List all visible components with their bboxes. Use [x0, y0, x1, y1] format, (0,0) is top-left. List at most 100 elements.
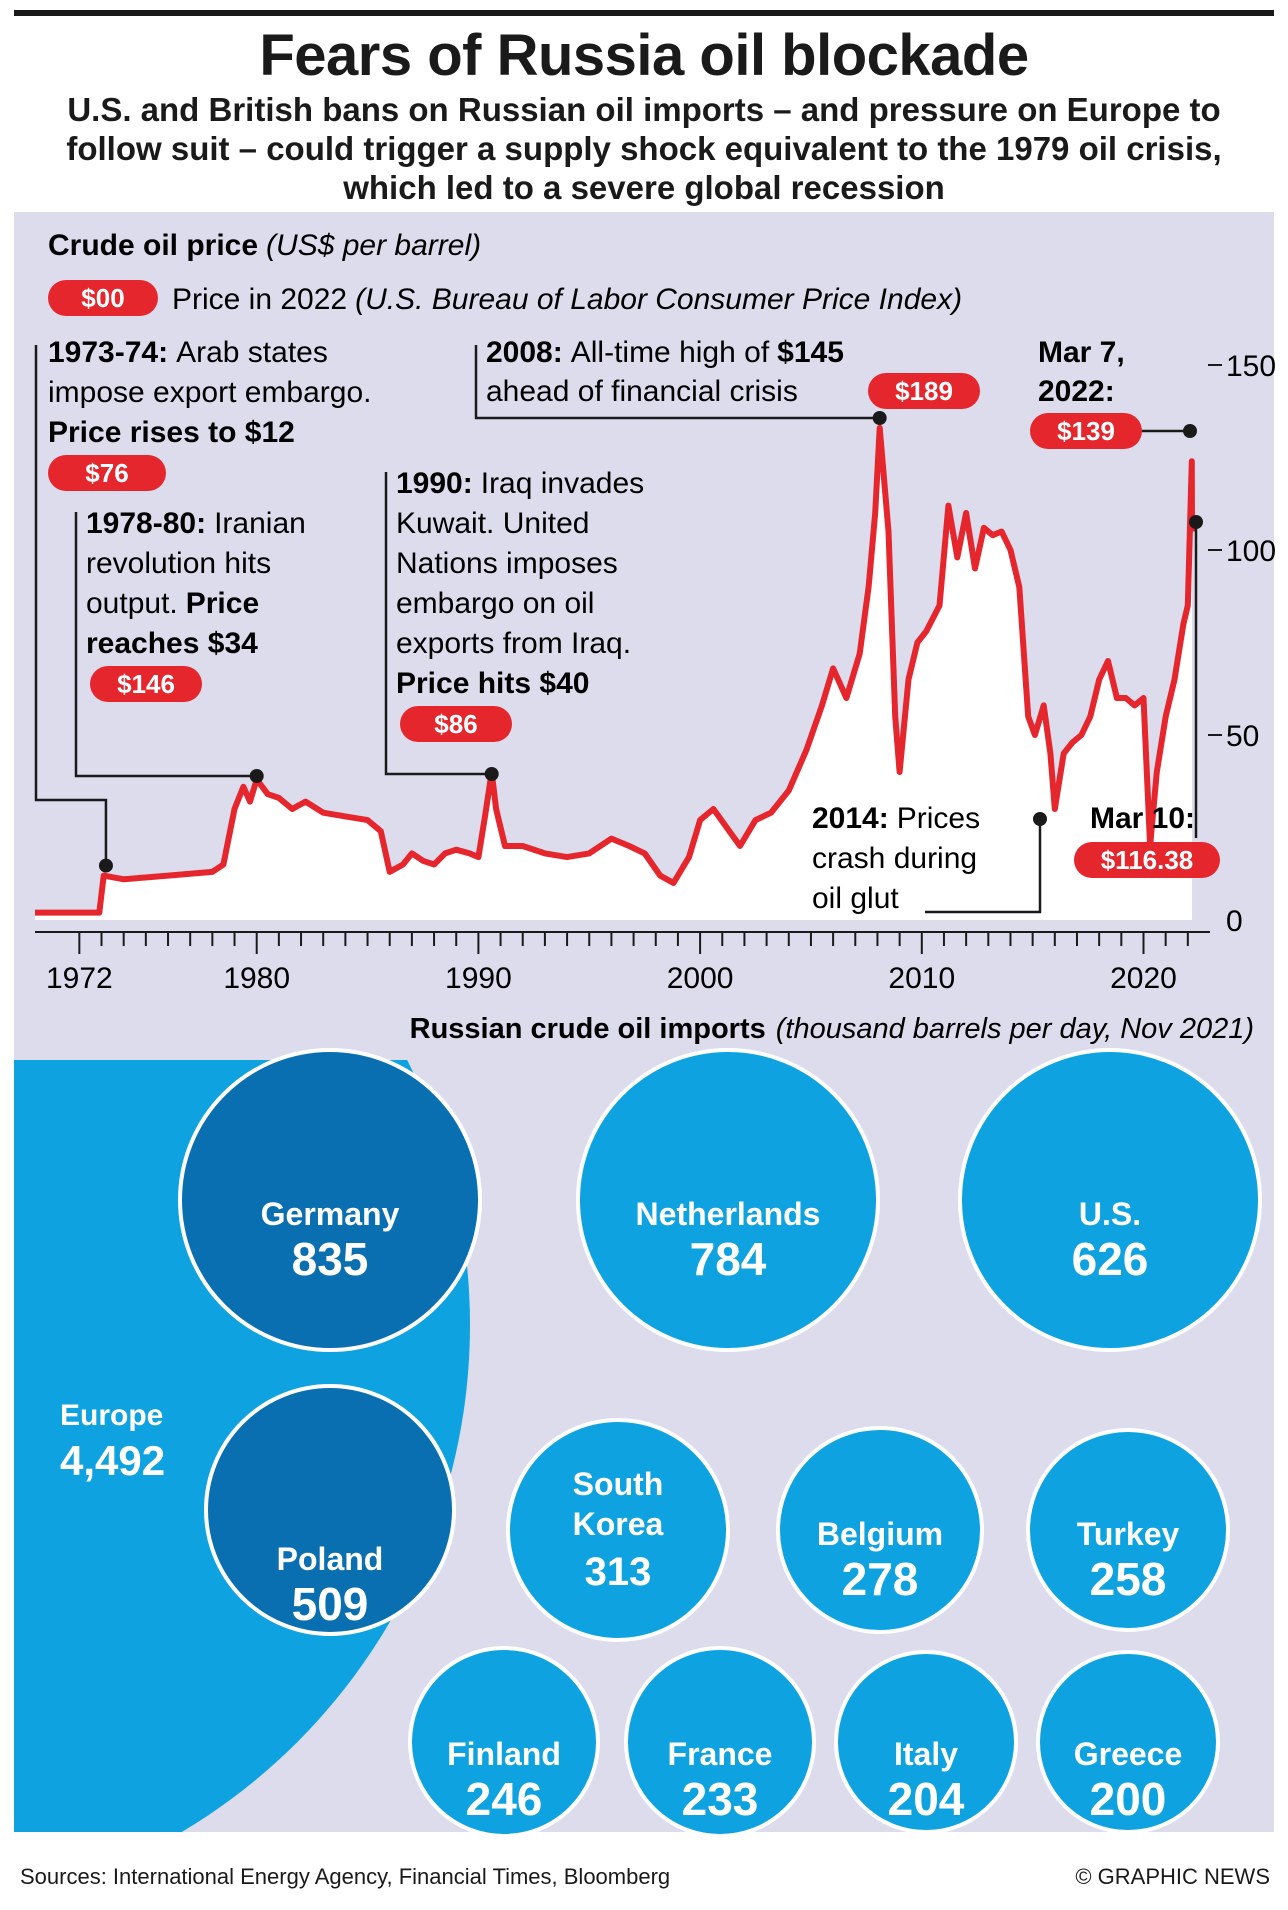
bubble-value-u-s: 626: [1072, 1233, 1149, 1285]
bubble-greece: [1036, 1650, 1220, 1834]
bubble-value-greece: 200: [1090, 1773, 1167, 1825]
svg-text:revolution hits: revolution hits: [86, 547, 271, 580]
bubble-label-europe: Europe: [60, 1399, 163, 1432]
annotation-2014: 2014: Prices crash during oil glut: [812, 802, 980, 915]
svg-text:$86: $86: [434, 709, 477, 739]
badge-2022: [1030, 413, 1142, 449]
badge-mar10: [1074, 842, 1220, 878]
bubble-label-netherlands: Netherlands: [636, 1196, 821, 1232]
svg-text:$189: $189: [895, 376, 953, 406]
leader-1978: [74, 512, 257, 778]
annotation-1978: 1978-80: Iranian revolution hits output. P…: [86, 507, 306, 702]
svg-text:ahead of financial crisis: ahead of financial crisis: [486, 375, 798, 408]
svg-text:2014:Prices: 2014: Prices: [812, 802, 980, 835]
imports-title: Russian crude oil imports (thousand barre…: [410, 1013, 1254, 1045]
bubble-finland: [408, 1646, 600, 1838]
y-tick-label: 50: [1226, 720, 1259, 753]
bubble-label-italy: Italy: [894, 1736, 958, 1772]
bubble-u-s: [958, 1048, 1262, 1352]
x-tick-label: 2000: [667, 962, 734, 995]
dot-1980: [249, 769, 264, 783]
bubble-label-south-korea: Korea: [573, 1506, 664, 1542]
bubble-label-u-s: U.S.: [1079, 1196, 1141, 1232]
x-tick-label: 1972: [46, 962, 113, 995]
bubble-value-netherlands: 784: [690, 1233, 767, 1285]
badge-1978: [90, 666, 202, 702]
bubble-label-greece: Greece: [1074, 1736, 1183, 1772]
x-axis: 1972 1980 1990 2000 2010 2020: [35, 931, 1210, 995]
svg-text:Mar 7,: Mar 7,: [1038, 336, 1125, 369]
bubble-france: [624, 1646, 816, 1838]
dot-2008: [872, 411, 887, 425]
svg-text:$76: $76: [85, 458, 128, 488]
bubble-value-finland: 246: [466, 1773, 543, 1825]
dot-mar10: [1189, 515, 1203, 529]
dot-1990: [484, 767, 499, 781]
x-tick-label: 2010: [888, 962, 955, 995]
bubble-value-france: 233: [682, 1773, 759, 1825]
annotation-1990: 1990: Iraq invades Kuwait. United Nations…: [396, 467, 644, 742]
leader-2008: [474, 345, 880, 420]
legend-badge: [48, 280, 158, 316]
badge-1990: [400, 706, 512, 742]
svg-text:$146: $146: [117, 669, 175, 699]
price-chart: 1972 1980 1990 2000 2010 2020 0 50 100 150 Crude…: [34, 229, 1276, 995]
annotation-2008: 2008: All-time high of $145 ahead of finan…: [486, 336, 980, 409]
bubble-value-italy: 204: [888, 1773, 965, 1825]
top-rule: [14, 10, 1274, 16]
bubble-value-south-korea: 313: [585, 1550, 652, 1594]
bubble-label-south-korea: South: [573, 1466, 664, 1502]
bubble-label-belgium: Belgium: [817, 1516, 943, 1552]
bubble-south-korea: [506, 1418, 730, 1642]
dot-2014: [1033, 812, 1047, 826]
bubble-belgium: [776, 1426, 984, 1634]
price-chart-title: Crude oil price (US$ per barrel): [48, 229, 481, 262]
annotation-1973: 1973-74: Arab states impose export embarg…: [48, 336, 372, 491]
bubble-value-poland: 509: [292, 1578, 369, 1630]
annotation-mar10: Mar 10: $116.38: [1074, 802, 1220, 878]
svg-text:exports from Iraq.: exports from Iraq.: [396, 627, 631, 660]
svg-text:2022:: 2022:: [1038, 375, 1115, 408]
legend-text: Price in 2022 (U.S. Bureau of Labor Consu…: [172, 283, 962, 316]
y-tick-label: 150: [1226, 350, 1276, 383]
svg-text:Nations imposes: Nations imposes: [396, 547, 618, 580]
svg-text:Price hits $40: Price hits $40: [396, 667, 589, 700]
svg-text:Price rises to $12: Price rises to $12: [48, 416, 295, 449]
leader-2014: [925, 819, 1042, 914]
svg-text:embargo on oil: embargo on oil: [396, 587, 594, 620]
bubble-turkey: [1026, 1428, 1230, 1632]
x-tick-label: 1980: [223, 962, 290, 995]
annotation-2022: Mar 7, 2022: $139: [1030, 336, 1142, 449]
svg-text:impose export embargo.: impose export embargo.: [48, 376, 372, 409]
dot-1973: [98, 858, 113, 873]
annotation-leaders: [34, 345, 1203, 914]
dot-2022: [1183, 424, 1197, 438]
bubble-germany: [178, 1048, 482, 1352]
svg-text:Kuwait. United: Kuwait. United: [396, 507, 589, 540]
svg-text:Mar 10:: Mar 10:: [1090, 802, 1195, 835]
y-tick-label: 100: [1226, 535, 1276, 568]
svg-text:output.Price: output. Price: [86, 587, 259, 620]
bubble-label-poland: Poland: [277, 1541, 384, 1577]
x-tick-label: 2020: [1110, 962, 1177, 995]
page-title: Fears of Russia oil blockade: [259, 23, 1029, 88]
badge-2008: [868, 373, 980, 409]
price-area: [35, 427, 1193, 920]
y-axis: 0 50 100 150: [1208, 350, 1276, 938]
legend: $00 Price in 2022 (U.S. Bureau of Labor C…: [48, 280, 962, 316]
bubble-value-belgium: 278: [842, 1553, 919, 1605]
page-subtitle: U.S. and British bans on Russian oil imp…: [66, 91, 1222, 206]
svg-text:1990:Iraq invades: 1990: Iraq invades: [396, 467, 644, 500]
svg-text:2008:All-time high of$145: 2008: All-time high of $145: [486, 336, 844, 369]
y-tick-label: 0: [1226, 905, 1243, 938]
bubble-label-germany: Germany: [261, 1196, 400, 1232]
bubble-label-france: France: [668, 1736, 773, 1772]
svg-text:1978-80:Iranian: 1978-80: Iranian: [86, 507, 306, 540]
bubble-value-europe: 4,492: [60, 1437, 165, 1484]
svg-text:$139: $139: [1057, 416, 1115, 446]
bubble-italy: [834, 1650, 1018, 1834]
svg-text:$116.38: $116.38: [1101, 845, 1194, 875]
